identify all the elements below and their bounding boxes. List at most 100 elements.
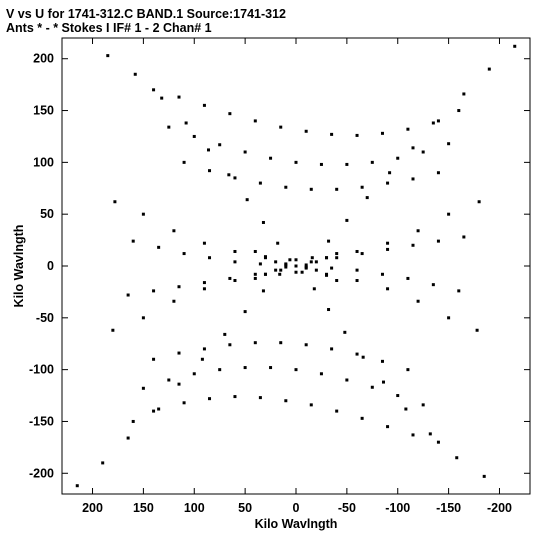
x-tick-label: 200 bbox=[82, 501, 103, 515]
uv-point bbox=[475, 328, 479, 332]
x-tick-label: 50 bbox=[238, 501, 252, 515]
uv-point bbox=[233, 249, 237, 253]
uv-point bbox=[457, 289, 461, 293]
uv-point bbox=[253, 276, 257, 280]
uv-point bbox=[253, 341, 257, 345]
y-tick-label: -200 bbox=[29, 466, 54, 480]
uv-point bbox=[396, 394, 400, 398]
uv-point bbox=[487, 67, 491, 71]
uv-point bbox=[202, 347, 206, 351]
uv-point bbox=[152, 88, 156, 92]
uv-point bbox=[294, 264, 298, 268]
uv-point bbox=[386, 287, 390, 291]
uv-point bbox=[404, 407, 408, 411]
uv-point bbox=[343, 330, 347, 334]
uv-point bbox=[172, 299, 176, 303]
x-tick-label: 0 bbox=[293, 501, 300, 515]
uv-point bbox=[274, 268, 278, 272]
uv-point bbox=[261, 289, 265, 293]
uv-point bbox=[294, 160, 298, 164]
uv-point bbox=[309, 403, 313, 407]
uv-point bbox=[300, 270, 304, 274]
uv-point bbox=[431, 283, 435, 287]
uv-point bbox=[330, 132, 334, 136]
x-tick-label: 100 bbox=[184, 501, 205, 515]
uv-point bbox=[284, 185, 288, 189]
uv-point bbox=[152, 289, 156, 293]
uv-point bbox=[228, 343, 232, 347]
uv-point bbox=[177, 95, 181, 99]
uv-point bbox=[288, 258, 292, 262]
uv-point bbox=[380, 272, 384, 276]
uv-point bbox=[182, 252, 186, 256]
uv-point bbox=[370, 385, 374, 389]
uv-point bbox=[269, 366, 273, 370]
uv-point bbox=[381, 380, 385, 384]
uv-point bbox=[355, 249, 359, 253]
chart-subtitle: Ants * - * Stokes I IF# 1 - 2 Chan# 1 bbox=[6, 21, 212, 35]
uv-point bbox=[360, 252, 364, 256]
uv-point bbox=[361, 355, 365, 359]
uv-point bbox=[380, 359, 384, 363]
uv-point bbox=[455, 456, 459, 460]
uv-point bbox=[284, 265, 288, 269]
x-axis-label: Kilo Wavlngth bbox=[255, 517, 338, 531]
uv-point bbox=[141, 386, 145, 390]
uv-point bbox=[218, 368, 222, 372]
uv-point bbox=[396, 156, 400, 160]
uv-point bbox=[253, 249, 257, 253]
uv-point bbox=[131, 419, 135, 423]
uv-point bbox=[330, 347, 334, 351]
uv-point bbox=[462, 92, 466, 96]
uv-point bbox=[294, 258, 298, 262]
uv-point bbox=[309, 187, 313, 191]
uv-point bbox=[294, 368, 298, 372]
uv-point bbox=[182, 160, 186, 164]
uv-point bbox=[243, 366, 247, 370]
uv-point bbox=[447, 316, 451, 320]
uv-point bbox=[386, 425, 390, 429]
y-tick-label: 150 bbox=[33, 104, 54, 118]
uv-point bbox=[345, 218, 349, 222]
uv-point bbox=[304, 265, 308, 269]
uv-point bbox=[126, 436, 130, 440]
uv-point bbox=[126, 293, 130, 297]
uv-point bbox=[294, 270, 298, 274]
uv-point bbox=[172, 229, 176, 233]
uv-point bbox=[233, 279, 237, 283]
uv-point bbox=[411, 433, 415, 437]
uv-point bbox=[312, 287, 316, 291]
uv-point bbox=[462, 235, 466, 239]
uv-point bbox=[279, 341, 283, 345]
uv-point bbox=[314, 260, 318, 264]
uv-point bbox=[431, 121, 435, 125]
uv-point bbox=[513, 44, 517, 48]
uv-point bbox=[177, 382, 181, 386]
y-tick-label: 0 bbox=[47, 259, 54, 273]
uv-point bbox=[228, 276, 232, 280]
uv-point bbox=[258, 181, 262, 185]
uv-point bbox=[160, 96, 164, 100]
uv-point bbox=[335, 256, 339, 260]
uv-point bbox=[428, 432, 432, 436]
uv-point bbox=[360, 185, 364, 189]
uv-point bbox=[157, 245, 161, 249]
uv-point bbox=[327, 239, 331, 243]
uv-point bbox=[243, 150, 247, 154]
uv-point bbox=[406, 368, 410, 372]
uv-point bbox=[258, 262, 262, 266]
uv-point bbox=[263, 272, 267, 276]
y-tick-label: 50 bbox=[40, 207, 54, 221]
uv-point bbox=[411, 177, 415, 181]
uv-point bbox=[228, 112, 232, 116]
y-axis-label: Kilo Wavlngth bbox=[12, 225, 26, 308]
uv-point bbox=[406, 127, 410, 131]
uv-point bbox=[167, 378, 171, 382]
uv-point bbox=[227, 173, 231, 177]
x-tick-label: -100 bbox=[385, 501, 410, 515]
y-axis: 200 150 100 50 0 -50 -100 -150 -200 bbox=[29, 52, 530, 480]
uv-point bbox=[355, 352, 359, 356]
uv-point bbox=[365, 196, 369, 200]
uv-point bbox=[152, 409, 156, 413]
